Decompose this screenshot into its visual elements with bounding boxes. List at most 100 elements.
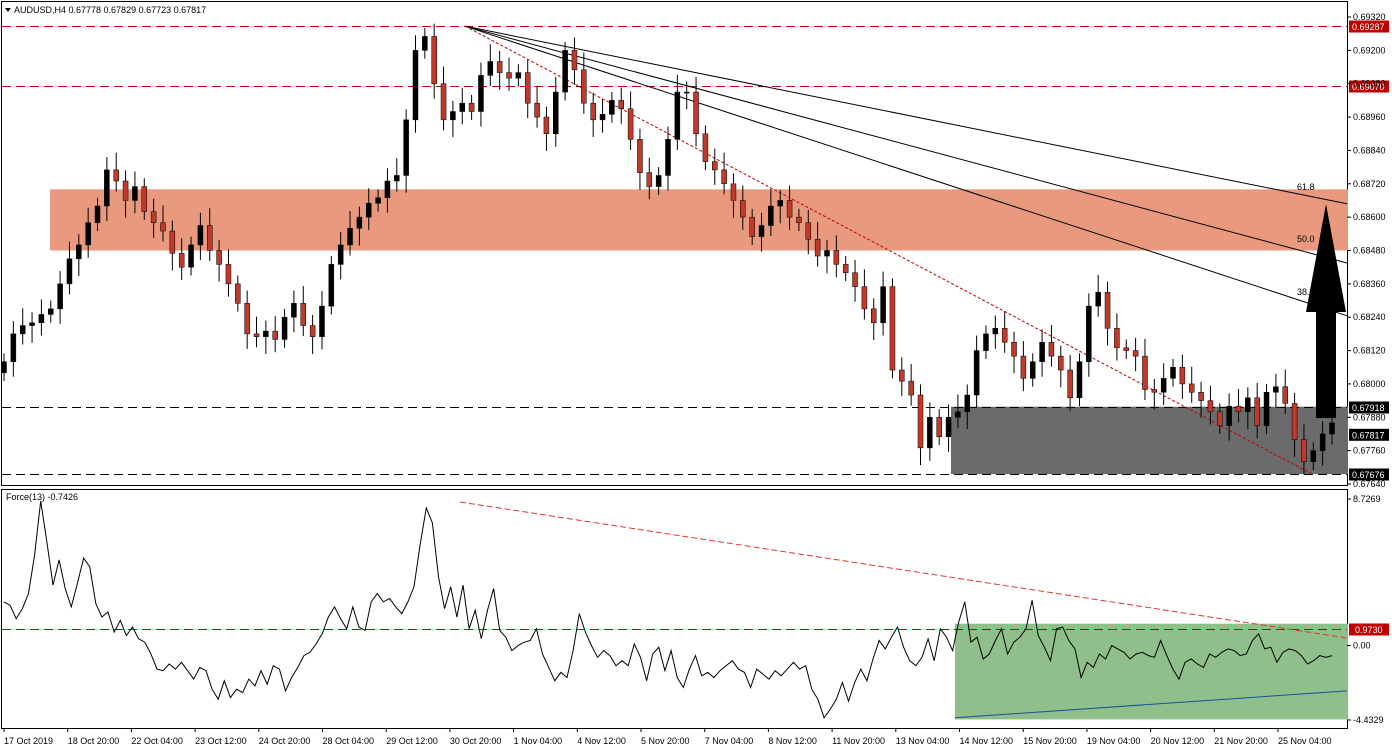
fib-fan-line-500 (464, 25, 1348, 264)
candle-body (319, 305, 325, 337)
price-tick-label: 0.68360 (1353, 279, 1386, 289)
candle-body (188, 244, 194, 268)
x-tick-label: 7 Nov 04:00 (705, 736, 754, 746)
candle-body (945, 417, 952, 437)
candle-body (515, 72, 522, 79)
candle-body (973, 350, 980, 396)
candle-body (964, 394, 971, 412)
candle-body (777, 200, 783, 207)
candle-body (66, 258, 73, 285)
current-price-label: 0.67817 (1352, 430, 1385, 440)
candle-body (1263, 392, 1270, 426)
level-tag-label: 0.69070 (1352, 82, 1385, 92)
candle-body (1198, 392, 1204, 401)
level-tag (1349, 80, 1389, 93)
candle-body (450, 111, 456, 121)
force-level-tag (1349, 623, 1389, 636)
x-tick-label: 30 Oct 20:00 (450, 736, 502, 746)
level-tag-label: 0.67918 (1352, 403, 1385, 413)
candle-body (936, 417, 942, 437)
candle-body (169, 230, 176, 254)
candle-body (1067, 369, 1073, 399)
x-tick-label: 17 Oct 2019 (4, 736, 53, 746)
price-tick-label: 0.69080 (1353, 79, 1386, 89)
candle-body (431, 36, 437, 84)
candle-body (1, 361, 7, 374)
fib-fan-line-382 (464, 25, 1348, 317)
force-green-zone (955, 623, 1348, 720)
force-trendline-blue (954, 690, 1348, 719)
candle-body (693, 91, 699, 135)
price-tick-label: 0.68240 (1353, 312, 1386, 322)
candle-body (1142, 355, 1148, 390)
candle-body (712, 161, 718, 171)
force-level-tag-label: 0.9730 (1355, 625, 1383, 635)
candle-body (10, 333, 17, 362)
x-tick-label: 24 Oct 20:00 (259, 736, 311, 746)
candle-body (1076, 361, 1083, 399)
candle-body (206, 225, 213, 251)
candle-body (1310, 450, 1317, 463)
support-zone (951, 406, 1348, 474)
force-tick-label: 8.7269 (1353, 494, 1381, 504)
level-tag-label: 0.69287 (1352, 22, 1385, 32)
candle-body (113, 169, 119, 182)
candle-body (300, 303, 307, 326)
candle-body (29, 322, 35, 326)
candle-body (1058, 355, 1064, 371)
candle-body (730, 183, 737, 201)
candle-body (842, 264, 849, 273)
candle-body (235, 283, 241, 304)
candle-body (562, 50, 568, 93)
candle-body (263, 330, 269, 337)
candle-body (122, 180, 129, 201)
candle-body (1282, 386, 1288, 404)
candle-body (422, 36, 428, 51)
candle-body (889, 286, 896, 371)
candle-body (197, 225, 204, 246)
candle-body (1226, 405, 1232, 426)
candle-body (861, 286, 868, 310)
price-tick-label: 0.68120 (1353, 346, 1386, 356)
candle-body (403, 119, 409, 176)
level-tag (1349, 401, 1389, 414)
candle-body (394, 175, 400, 182)
dropdown-triangle-icon[interactable] (5, 8, 11, 12)
candle-body (1151, 389, 1158, 393)
price-tick-label: 0.68720 (1353, 179, 1386, 189)
candle-body (1123, 347, 1130, 351)
price-tick-label: 0.68960 (1353, 112, 1386, 122)
candle-body (281, 316, 288, 340)
force-indicator-label: Force(13) -0.7426 (6, 492, 78, 502)
candle-body (768, 205, 774, 226)
candle-body (85, 222, 91, 246)
candle-body (272, 330, 278, 340)
price-tick-label: 0.67640 (1353, 479, 1386, 489)
x-tick-label: 1 Nov 04:00 (514, 736, 563, 746)
x-tick-label: 14 Nov 12:00 (960, 736, 1014, 746)
candle-body (94, 205, 101, 223)
candle-body (899, 369, 905, 382)
candle-body (1001, 328, 1008, 343)
candle-body (683, 91, 690, 94)
candle-body (48, 308, 54, 315)
x-tick-label: 15 Nov 20:00 (1023, 736, 1077, 746)
x-tick-label: 25 Nov 04:00 (1278, 736, 1332, 746)
candle-body (216, 250, 222, 265)
x-tick-label: 5 Nov 20:00 (641, 736, 690, 746)
candle-body (1329, 422, 1335, 435)
price-tick-label: 0.68000 (1353, 379, 1386, 389)
candle-body (141, 186, 148, 212)
resistance-zone (50, 189, 1348, 251)
price-tick-label: 0.68600 (1353, 212, 1386, 222)
candle-body (814, 239, 821, 257)
candle-body (38, 314, 45, 324)
price-tick-label: 0.68840 (1353, 145, 1386, 155)
candle-body (1319, 433, 1326, 451)
candle-body (543, 116, 550, 134)
candle-body (1011, 341, 1017, 357)
candle-body (534, 102, 540, 118)
candle-body (328, 264, 335, 307)
candle-body (1160, 378, 1167, 393)
